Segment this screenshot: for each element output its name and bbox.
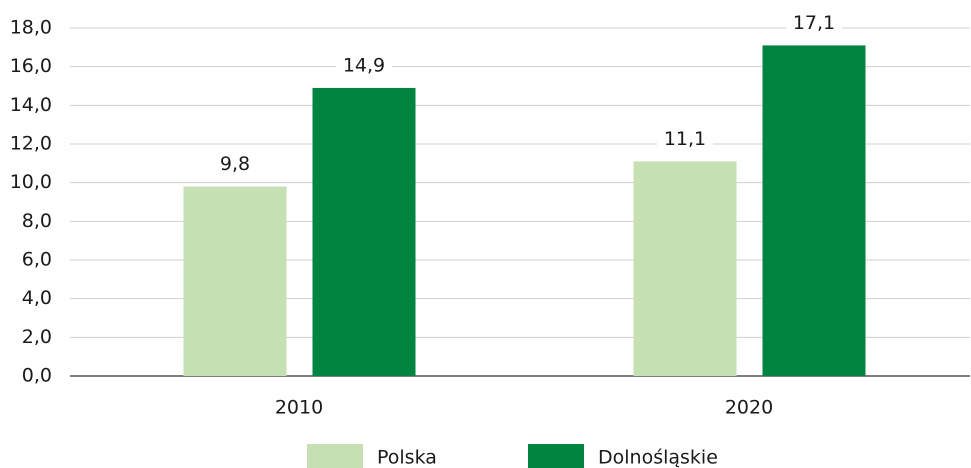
y-tick-label: 14,0 — [10, 94, 52, 116]
bar — [312, 87, 416, 376]
legend-swatch — [528, 444, 584, 468]
legend-swatch — [307, 444, 363, 468]
y-tick-label: 4,0 — [22, 287, 52, 309]
y-tick-label: 10,0 — [10, 171, 52, 193]
bar — [183, 186, 287, 376]
value-label: 11,1 — [664, 128, 706, 150]
y-tick-label: 2,0 — [22, 326, 52, 348]
x-tick-label: 2020 — [725, 397, 773, 419]
value-label-bg — [336, 51, 392, 78]
value-label-bg — [207, 150, 263, 177]
value-label-bg — [657, 125, 713, 152]
value-label: 14,9 — [343, 54, 385, 76]
value-label-bg — [786, 9, 842, 36]
y-tick-label: 16,0 — [10, 55, 52, 77]
y-tick-label: 0,0 — [22, 365, 52, 387]
value-label: 9,8 — [220, 153, 250, 175]
legend-label: Dolnośląskie — [598, 447, 718, 468]
y-tick-label: 6,0 — [22, 249, 52, 271]
legend-label: Polska — [377, 447, 437, 468]
y-tick-label: 12,0 — [10, 133, 52, 155]
y-tick-label: 8,0 — [22, 210, 52, 232]
bar — [762, 45, 866, 377]
y-tick-label: 18,0 — [10, 17, 52, 39]
value-label: 17,1 — [793, 12, 835, 34]
x-tick-label: 2010 — [275, 397, 323, 419]
bar — [633, 161, 737, 376]
